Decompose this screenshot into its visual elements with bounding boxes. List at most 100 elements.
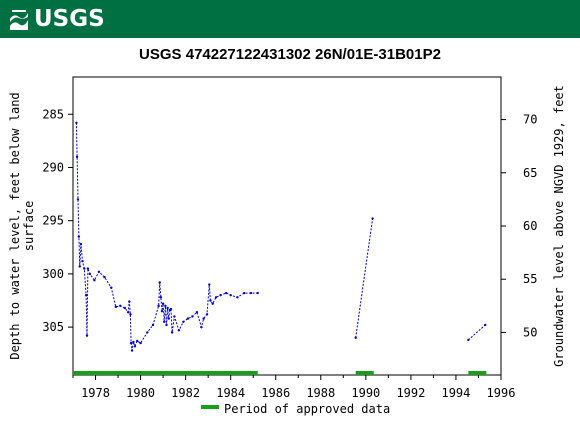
data-point — [211, 302, 214, 305]
data-series — [75, 121, 487, 352]
data-point — [84, 293, 88, 297]
data-point — [354, 336, 357, 339]
data-point — [132, 340, 135, 344]
data-point — [169, 307, 173, 311]
data-point — [371, 217, 374, 220]
data-point — [182, 320, 185, 323]
data-point — [103, 275, 106, 279]
data-point — [219, 293, 222, 297]
series-line-1 — [355, 218, 374, 338]
legend: Period of approved data — [201, 402, 390, 416]
x-tick-label-1980: 1980 — [126, 386, 155, 400]
y-axis-right-label: Groundwater level above NGVD 1929, feet — [552, 85, 566, 367]
data-point — [129, 341, 133, 345]
data-point — [110, 286, 113, 289]
data-point — [93, 279, 96, 282]
data-point — [191, 315, 194, 318]
approved-periods — [73, 371, 487, 375]
x-tick-label-1988: 1988 — [306, 386, 335, 400]
data-point — [88, 272, 92, 276]
data-point — [167, 317, 170, 320]
data-point — [151, 323, 155, 327]
y-right-tick-label-50: 50 — [523, 325, 537, 339]
x-tick-label-1990: 1990 — [351, 386, 380, 400]
data-point — [170, 331, 174, 334]
x-tick-label-1996: 1996 — [487, 386, 516, 400]
data-point — [209, 299, 212, 302]
y-left-tick-label-290: 290 — [42, 160, 64, 174]
data-point — [97, 270, 101, 273]
data-point — [164, 304, 167, 308]
data-point — [484, 323, 487, 327]
data-point — [157, 304, 160, 308]
y-right-tick-label-60: 60 — [523, 219, 537, 233]
data-point — [128, 300, 131, 303]
y-left-tick-label-295: 295 — [42, 214, 64, 228]
data-point — [158, 281, 161, 284]
data-point — [129, 313, 132, 316]
data-point — [224, 291, 228, 295]
x-tick-label-1982: 1982 — [171, 386, 200, 400]
x-tick-label-1992: 1992 — [396, 386, 425, 400]
data-point — [114, 305, 118, 309]
data-point — [161, 302, 165, 305]
y-axis-left-label-line2: surface — [22, 201, 36, 252]
data-point — [163, 320, 166, 323]
data-point — [200, 325, 203, 329]
usgs-wave-icon — [10, 10, 28, 30]
approved-period-1 — [355, 371, 374, 375]
data-point — [249, 291, 253, 295]
y-left-tick-label-305: 305 — [42, 320, 64, 334]
data-point — [166, 306, 169, 310]
data-point — [81, 259, 84, 263]
data-point — [146, 331, 149, 334]
data-point — [119, 304, 122, 308]
data-point — [78, 265, 81, 268]
series-line-2 — [467, 324, 486, 341]
data-point — [159, 296, 163, 299]
y-right-tick-label-65: 65 — [523, 166, 537, 180]
data-point — [136, 339, 139, 343]
x-tick-label-1994: 1994 — [441, 386, 470, 400]
data-point — [160, 309, 164, 313]
usgs-logo[interactable]: USGS — [8, 4, 105, 34]
plot-frame — [72, 76, 502, 376]
data-point — [123, 306, 127, 310]
data-point — [186, 317, 190, 320]
data-point — [76, 198, 80, 201]
data-point — [195, 311, 199, 314]
data-point — [236, 296, 239, 299]
data-point — [165, 323, 168, 327]
usgs-logo-text: USGS — [34, 6, 105, 32]
legend-label: Period of approved data — [224, 402, 390, 416]
data-point — [208, 283, 211, 286]
data-point — [229, 293, 232, 297]
data-point — [177, 329, 181, 332]
data-point — [75, 121, 78, 124]
data-point — [79, 242, 83, 246]
y-axis-left-ticks: 285 290 295 300 305 — [42, 107, 73, 334]
data-point — [77, 235, 81, 238]
y-right-tick-label-70: 70 — [523, 113, 537, 127]
data-point — [173, 315, 176, 318]
y-axis-left-label-line1: Depth to water level, feet below land — [8, 92, 22, 359]
data-point — [139, 341, 142, 345]
data-point — [243, 291, 246, 295]
data-point — [256, 291, 259, 295]
data-point — [133, 345, 137, 348]
x-tick-label-1984: 1984 — [216, 386, 245, 400]
data-point — [75, 155, 79, 159]
approved-period-2 — [468, 371, 487, 375]
y-left-tick-label-300: 300 — [42, 267, 64, 281]
data-point — [83, 267, 86, 270]
y-right-tick-label-55: 55 — [523, 272, 537, 286]
chart-title: USGS 474227122431302 26N/01E-31B01P2 — [139, 46, 441, 63]
data-point — [205, 313, 209, 316]
x-tick-label-1978: 1978 — [81, 386, 110, 400]
y-axis-right-ticks: 70 65 60 55 50 — [501, 113, 537, 339]
approved-period-0 — [73, 371, 258, 375]
x-axis-ticks: 1978 1980 1982 1984 1986 1988 1990 1992 1994 1996 — [72, 375, 516, 400]
y-left-tick-label-285: 285 — [42, 107, 64, 121]
legend-swatch — [201, 405, 219, 409]
